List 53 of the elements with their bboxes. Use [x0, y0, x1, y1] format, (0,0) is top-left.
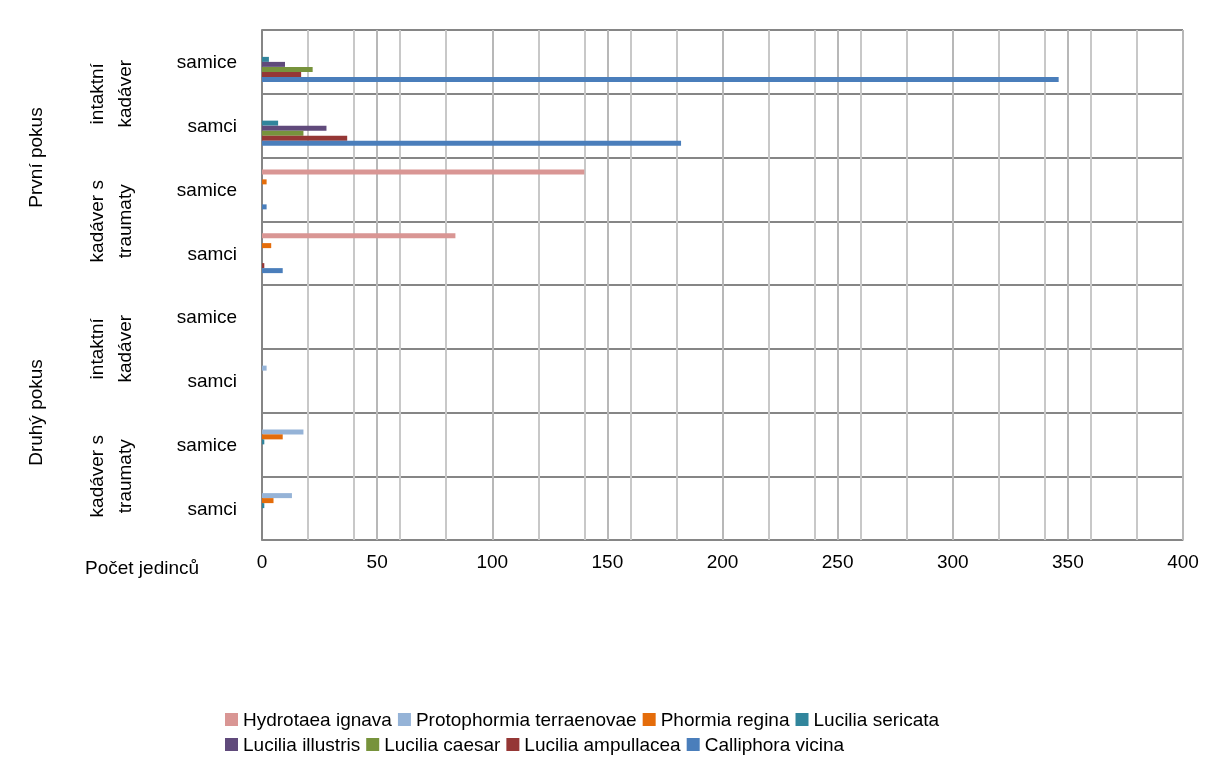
y-tick-label: samice	[176, 306, 237, 328]
legend-label: Lucilia sericata	[813, 709, 940, 730]
legend-label: Lucilia illustris	[243, 734, 361, 755]
y-tick-label: samice	[176, 178, 237, 200]
y-tick-label: samci	[187, 497, 237, 519]
y-tick-label: samci	[187, 370, 237, 392]
bar	[262, 233, 456, 239]
text: kadáver s traumaty	[85, 180, 135, 263]
bar	[262, 61, 286, 67]
x-tick-label: 100	[476, 551, 509, 572]
legend-label: Lucilia caesar	[384, 734, 502, 755]
x-tick-label: 0	[256, 551, 268, 572]
text: intaktní kadáver	[85, 314, 135, 383]
bar	[262, 498, 274, 504]
legend-label: Calliphora vicina	[704, 734, 845, 755]
bar	[262, 179, 267, 185]
bar	[262, 169, 585, 175]
x-tick-label: 350	[1052, 551, 1084, 572]
bar	[262, 140, 682, 146]
y-tick-label: samice	[176, 51, 237, 73]
x-tick-label: 50	[366, 551, 388, 572]
text: Druhý pokus	[24, 359, 46, 466]
x-tick-label: 200	[706, 551, 739, 572]
text: kadáver s traumaty	[85, 435, 135, 518]
legend-label: Phormia regina	[660, 709, 790, 730]
legend-label: Hydrotaea ignava	[243, 709, 393, 730]
bar	[262, 120, 279, 126]
x-tick-label: 300	[936, 551, 969, 572]
bar	[262, 243, 272, 249]
bar	[262, 204, 267, 210]
bar	[262, 365, 267, 371]
x-axis-title: Počet jedinců	[85, 557, 200, 578]
bar	[262, 71, 302, 77]
y-tick-label: samci	[187, 115, 237, 137]
y-tick-label: samice	[176, 433, 237, 455]
bar	[262, 125, 327, 131]
legend-label: Protophormia terraenovae	[415, 709, 637, 730]
bar	[262, 135, 348, 141]
y-tick-label: samci	[187, 242, 237, 264]
bar	[262, 429, 304, 435]
bar	[262, 66, 313, 72]
x-tick-label: 250	[821, 551, 854, 572]
bar	[262, 56, 269, 62]
text: První pokus	[24, 107, 46, 208]
x-tick-label: 150	[591, 551, 624, 572]
bar	[262, 493, 292, 499]
text: intaktní kadáver	[85, 59, 135, 128]
bar	[262, 268, 283, 274]
legend-label: Lucilia ampullacea	[524, 734, 682, 755]
x-tick-label: 400	[1167, 551, 1199, 572]
bar	[262, 130, 304, 136]
bar	[262, 76, 1059, 82]
bar	[262, 434, 283, 440]
